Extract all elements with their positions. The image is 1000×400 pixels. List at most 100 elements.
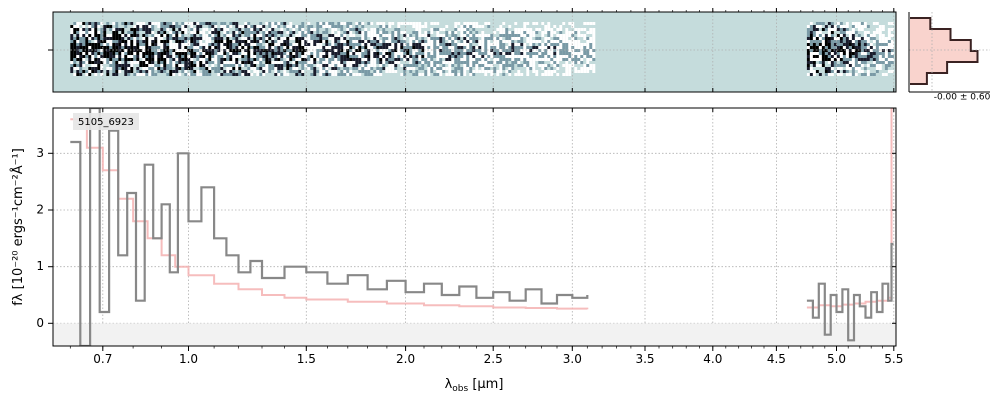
spectrum-2d-pixel xyxy=(382,58,386,61)
spectrum-2d-pixel xyxy=(887,37,891,40)
spectrum-2d-pixel xyxy=(517,58,521,61)
spectrum-2d-pixel xyxy=(298,37,302,40)
spectrum-2d-pixel xyxy=(229,52,233,55)
spectrum-2d-pixel xyxy=(857,55,861,58)
spectrum-2d-pixel xyxy=(415,25,419,28)
spectrum-2d-pixel xyxy=(544,43,548,46)
spectrum-2d-pixel xyxy=(121,52,125,55)
spectrum-2d-pixel xyxy=(106,67,110,70)
spectrum-2d-pixel xyxy=(544,61,548,64)
spectrum-2d-pixel xyxy=(812,49,816,52)
spectrum-2d-pixel xyxy=(193,55,197,58)
spectrum-2d-pixel xyxy=(307,25,311,28)
spectrum-2d-pixel xyxy=(391,58,395,61)
spectrum-2d-pixel xyxy=(241,28,245,31)
spectrum-2d-pixel xyxy=(316,22,320,25)
spectrum-2d-pixel xyxy=(520,73,524,76)
spectrum-2d-pixel xyxy=(118,37,122,40)
spectrum-2d-pixel xyxy=(866,49,870,52)
spectrum-2d-pixel xyxy=(310,52,314,55)
spectrum-2d-pixel xyxy=(373,28,377,31)
spectrum-2d-pixel xyxy=(580,49,584,52)
spectrum-2d-pixel xyxy=(466,70,470,73)
spectrum-2d-pixel xyxy=(235,67,239,70)
spectrum-2d-pixel xyxy=(103,43,107,46)
spectrum-2d-pixel xyxy=(88,25,92,28)
spectrum-2d-pixel xyxy=(136,28,140,31)
spectrum-2d-pixel xyxy=(160,34,164,37)
spectrum-2d-pixel xyxy=(550,64,554,67)
spectrum-2d-pixel xyxy=(388,73,392,76)
spectrum-2d-pixel xyxy=(70,46,74,49)
spectrum-2d-pixel xyxy=(133,49,137,52)
spectrum-2d-pixel xyxy=(136,46,140,49)
x-tick-label: 1.0 xyxy=(179,352,198,366)
spectrum-2d-pixel xyxy=(352,64,356,67)
spectrum-2d-pixel xyxy=(568,64,572,67)
spectrum-2d-pixel xyxy=(340,31,344,34)
spectrum-2d-pixel xyxy=(812,25,816,28)
spectrum-2d-pixel xyxy=(478,25,482,28)
spectrum-2d-pixel xyxy=(851,49,855,52)
spectrum-2d-pixel xyxy=(334,61,338,64)
spectrum-2d-pixel xyxy=(430,70,434,73)
spectrum-2d-pixel xyxy=(496,58,500,61)
spectrum-2d-pixel xyxy=(118,55,122,58)
spectrum-2d-pixel xyxy=(271,58,275,61)
spectrum-2d-pixel xyxy=(463,58,467,61)
spectrum-2d-pixel xyxy=(388,25,392,28)
spectrum-2d-pixel xyxy=(193,61,197,64)
spectrum-2d-pixel xyxy=(127,55,131,58)
spectrum-2d-pixel xyxy=(827,70,831,73)
spectrum-2d-pixel xyxy=(487,58,491,61)
spectrum-2d-pixel xyxy=(322,64,326,67)
spectrum-2d-pixel xyxy=(863,58,867,61)
spectrum-2d-pixel xyxy=(394,58,398,61)
spectrum-2d-pixel xyxy=(502,28,506,31)
spectrum-2d-pixel xyxy=(364,49,368,52)
spectrum-2d-pixel xyxy=(205,31,209,34)
spectrum-2d-pixel xyxy=(244,64,248,67)
spectrum-2d-pixel xyxy=(100,49,104,52)
spectrum-2d-pixel xyxy=(103,34,107,37)
spectrum-2d-pixel xyxy=(580,46,584,49)
spectrum-2d-pixel xyxy=(860,49,864,52)
spectrum-2d-pixel xyxy=(872,52,876,55)
spectrum-2d-pixel xyxy=(217,58,221,61)
spectrum-2d-pixel xyxy=(517,67,521,70)
spectrum-2d-pixel xyxy=(217,49,221,52)
spectrum-2d-pixel xyxy=(211,64,215,67)
spectrum-2d-pixel xyxy=(337,61,341,64)
spectrum-2d-pixel xyxy=(115,52,119,55)
spectrum-2d-pixel xyxy=(169,67,173,70)
spectrum-2d-pixel xyxy=(475,64,479,67)
spectrum-2d-pixel xyxy=(73,34,77,37)
spectrum-2d-pixel xyxy=(292,55,296,58)
spectrum-2d-pixel xyxy=(550,52,554,55)
spectrum-2d-pixel xyxy=(586,64,590,67)
spectrum-2d-pixel xyxy=(418,28,422,31)
spectrum-2d-pixel xyxy=(830,43,834,46)
spectrum-2d-pixel xyxy=(511,49,515,52)
spectrum-2d-pixel xyxy=(76,73,80,76)
spectrum-2d-pixel xyxy=(169,55,173,58)
spectrum-2d-pixel xyxy=(427,61,431,64)
spectrum-2d-pixel xyxy=(806,28,810,31)
spectrum-2d-pixel xyxy=(217,73,221,76)
spectrum-2d-pixel xyxy=(364,40,368,43)
spectrum-2d-pixel xyxy=(884,28,888,31)
spectrum-2d-pixel xyxy=(313,22,317,25)
spectrum-2d-pixel xyxy=(166,43,170,46)
spectrum-2d-pixel xyxy=(872,64,876,67)
spectrum-2d-pixel xyxy=(806,34,810,37)
spectrum-2d-pixel xyxy=(250,25,254,28)
spectrum-2d-pixel xyxy=(151,25,155,28)
spectrum-2d-pixel xyxy=(85,67,89,70)
spectrum-2d-pixel xyxy=(526,64,530,67)
spectrum-2d-pixel xyxy=(821,31,825,34)
spectrum-2d-pixel xyxy=(223,58,227,61)
spectrum-2d-pixel xyxy=(872,43,876,46)
spectrum-2d-pixel xyxy=(565,22,569,25)
spectrum-2d-pixel xyxy=(475,46,479,49)
spectrum-2d-pixel xyxy=(247,28,251,31)
